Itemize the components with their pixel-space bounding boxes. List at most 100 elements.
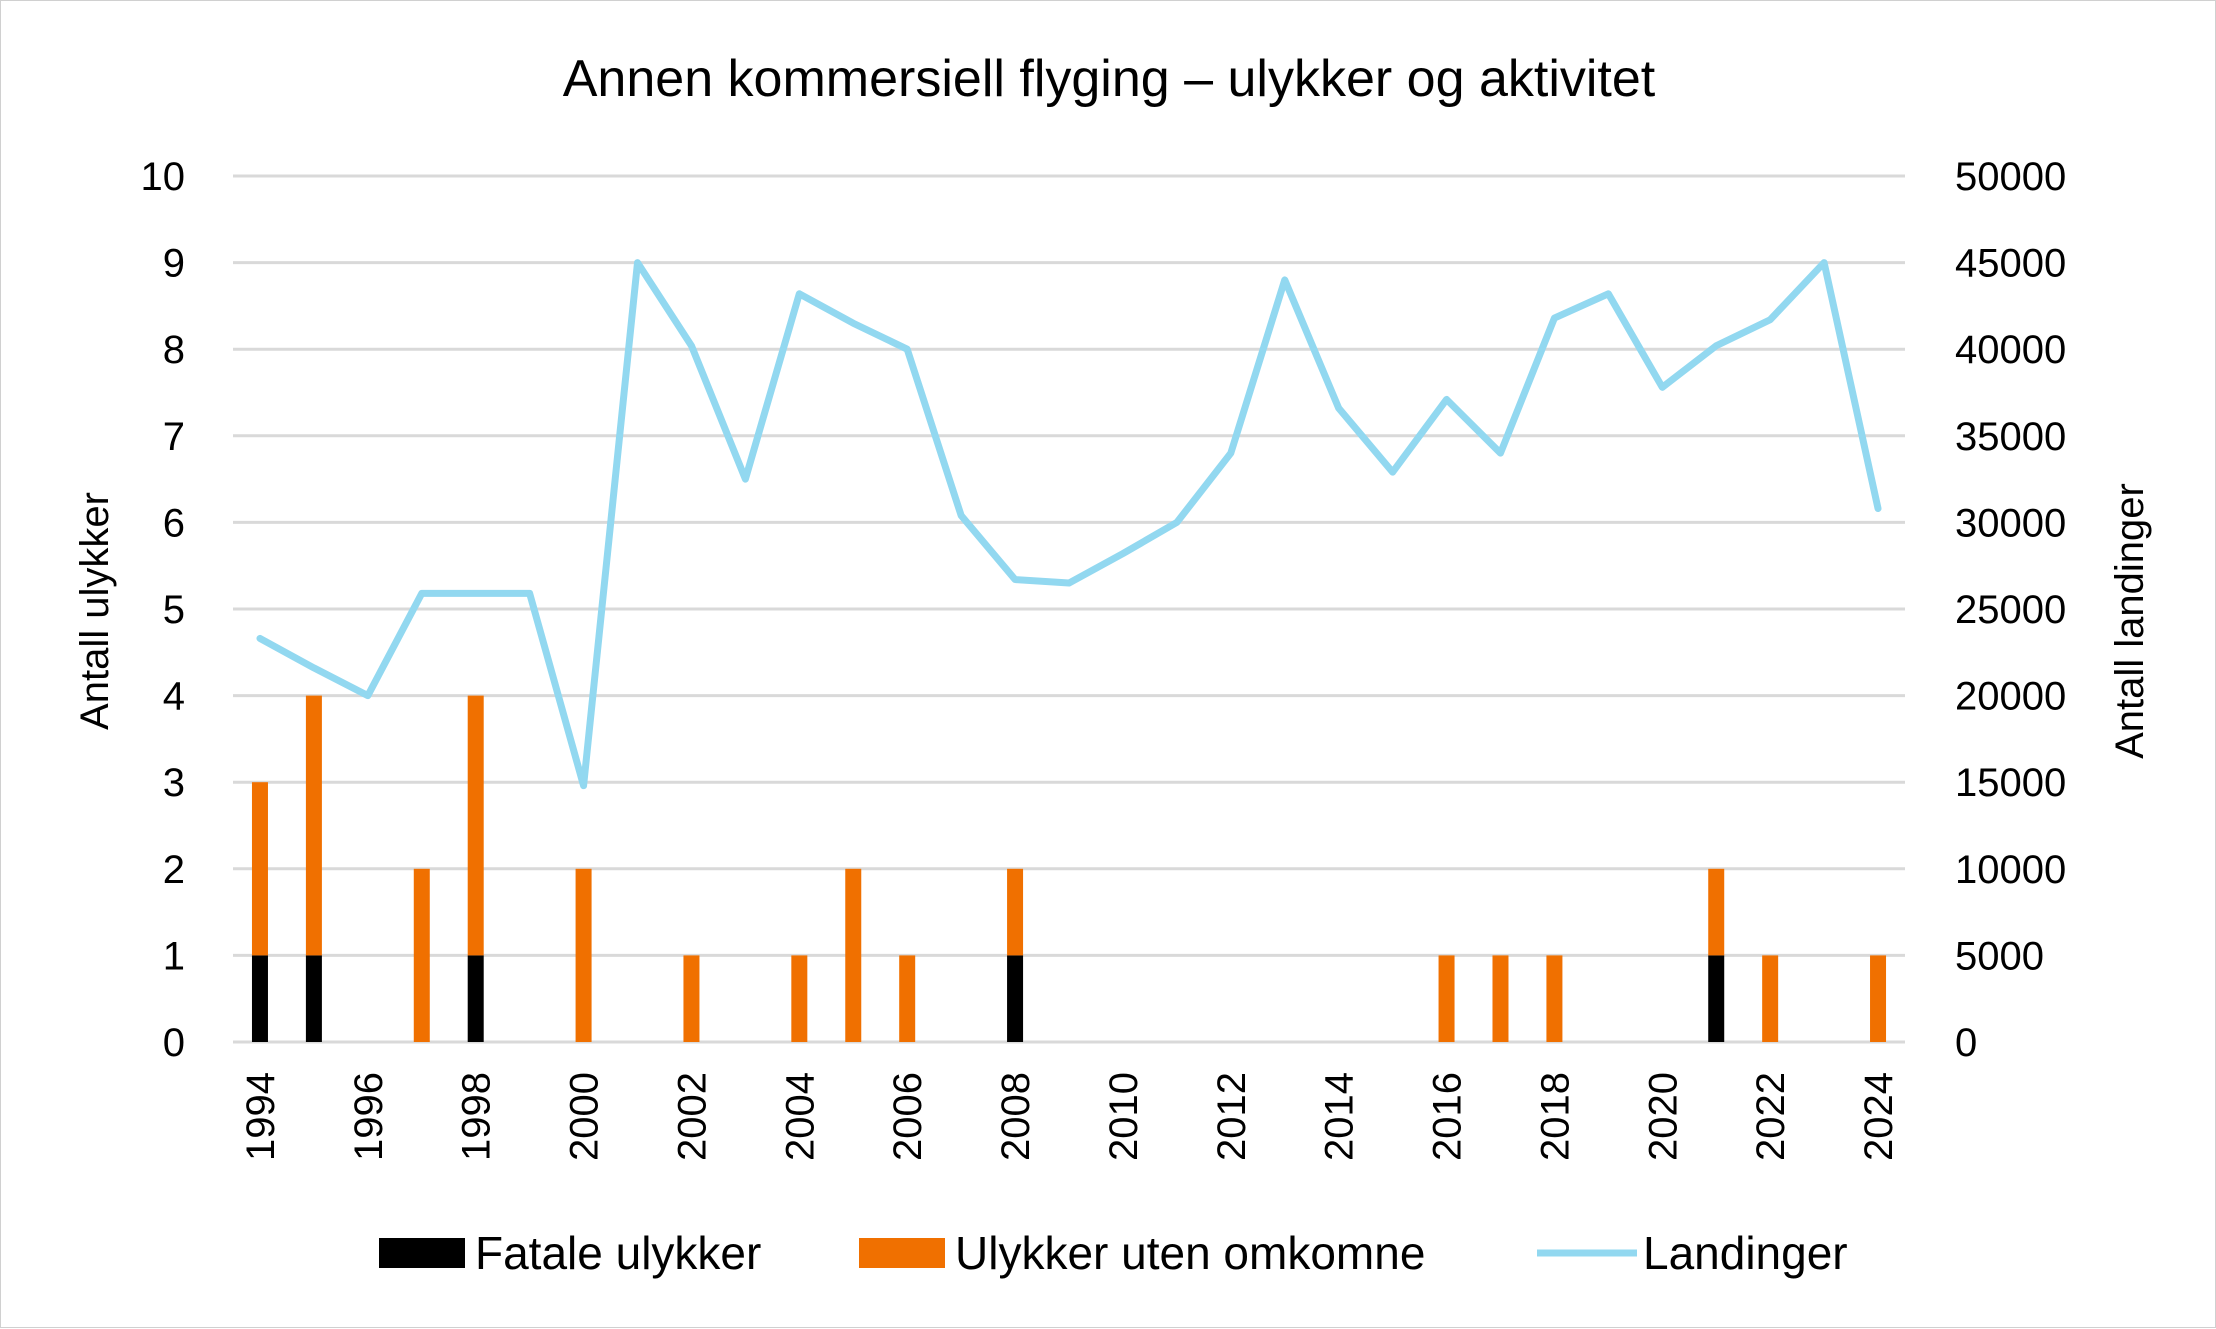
point-landinger-2009 [1068,582,1070,585]
x-tick-label: 2004 [778,1072,822,1161]
x-tick-label: 2018 [1533,1072,1577,1161]
x-tick-label: 1994 [239,1072,283,1161]
x-tick-label: 1996 [347,1072,391,1161]
point-landinger-2017 [1499,452,1502,455]
point-landinger-2012 [1229,452,1232,455]
point-landinger-2022 [1769,318,1772,321]
x-tick-label: 2006 [886,1072,930,1161]
point-landinger-1997 [420,592,423,595]
point-landinger-2004 [798,292,801,295]
left-tick-label: 8 [163,328,185,372]
point-landinger-1998 [474,592,477,595]
point-landinger-2000 [582,784,585,787]
bar-nonfatal-2002 [683,955,700,1042]
left-tick-label: 9 [163,242,185,286]
legend-label-landinger: Landinger [1643,1227,1848,1279]
point-landinger-2008 [1014,578,1017,581]
right-tick-label: 40000 [1955,328,2066,372]
bar-nonfatal-2022 [1762,955,1779,1042]
bar-nonfatal-2006 [899,955,916,1042]
legend: Fatale ulykker Ulykker uten omkomne Landin… [379,1227,1848,1279]
point-landinger-2005 [852,322,855,325]
point-landinger-2020 [1661,386,1664,389]
right-tick-label: 50000 [1955,155,2066,199]
left-axis-ticks: 0 1 2 3 4 5 6 7 8 9 10 [141,155,186,1065]
right-tick-label: 10000 [1955,848,2066,892]
legend-swatch-nonfatal [859,1238,945,1268]
x-tick-label: 2016 [1426,1072,1470,1161]
x-tick-label: 2012 [1210,1072,1254,1161]
legend-swatch-fatal [379,1238,465,1268]
point-landinger-2002 [690,344,693,347]
right-tick-label: 15000 [1955,761,2066,805]
bar-fatal-2008 [1007,955,1024,1042]
point-landinger-2019 [1607,292,1610,295]
left-tick-label: 7 [163,415,185,459]
point-landinger-2007 [960,514,963,517]
bar-nonfatal-2017 [1492,955,1509,1042]
x-tick-label: 2022 [1749,1072,1793,1161]
point-landinger-2013 [1283,278,1286,281]
legend-label-fatal: Fatale ulykker [475,1227,761,1279]
x-tick-label: 2000 [563,1072,607,1161]
bar-fatal-1998 [467,955,484,1042]
chart-title: Annen kommersiell flyging – ulykker og a… [563,50,1656,108]
point-landinger-1995 [312,666,315,669]
x-axis-ticks: 1994 1996 1998 2000 2002 2004 2006 2008 2010 2012… [239,1072,1901,1161]
right-axis-ticks: 0 5000 10000 15000 20000 25000 30000 35000 40000… [1955,155,2066,1065]
line-landinger [256,259,1882,790]
point-landinger-2003 [744,478,747,481]
x-tick-label: 2002 [670,1072,714,1161]
x-tick-label: 2008 [994,1072,1038,1161]
right-tick-label: 30000 [1955,501,2066,545]
bar-nonfatal-2004 [791,955,808,1042]
right-tick-label: 5000 [1955,934,2044,978]
bar-nonfatal-1997 [413,868,430,1042]
x-tick-label: 1998 [455,1072,499,1161]
bar-series [251,695,1887,1042]
right-tick-label: 45000 [1955,242,2066,286]
x-tick-label: 2020 [1641,1072,1685,1161]
left-tick-label: 1 [163,934,185,978]
right-axis-title: Antall landinger [2108,483,2152,759]
right-tick-label: 25000 [1955,588,2066,632]
line-series [256,259,1882,790]
bar-nonfatal-2005 [845,868,862,1042]
point-landinger-1999 [528,592,531,595]
point-landinger-2018 [1553,317,1556,320]
bar-nonfatal-2024 [1870,955,1887,1042]
left-tick-label: 0 [163,1021,185,1065]
gridlines [233,174,1905,1044]
left-tick-label: 10 [141,155,186,199]
point-landinger-2016 [1445,398,1448,401]
point-landinger-1996 [366,694,369,697]
x-tick-label: 2014 [1318,1072,1362,1161]
point-landinger-2001 [636,261,639,264]
point-landinger-1994 [258,637,261,640]
bar-fatal-1995 [305,955,322,1042]
bar-nonfatal-2000 [575,868,592,1042]
bar-nonfatal-2008 [1007,868,1024,956]
bar-nonfatal-1994 [251,782,268,956]
left-tick-label: 5 [163,588,185,632]
right-tick-label: 35000 [1955,415,2066,459]
point-landinger-2010 [1121,552,1124,555]
bar-nonfatal-1995 [305,695,322,956]
bar-nonfatal-2018 [1546,955,1563,1042]
point-landinger-2014 [1337,407,1340,410]
x-tick-label: 2024 [1857,1072,1901,1161]
bar-nonfatal-1998 [467,695,484,956]
point-landinger-2015 [1391,471,1394,474]
point-landinger-2006 [906,348,909,351]
left-axis-title: Antall ulykker [73,492,117,730]
point-landinger-2024 [1877,507,1880,510]
right-tick-label: 20000 [1955,675,2066,719]
bar-fatal-2021 [1708,955,1725,1042]
legend-label-nonfatal: Ulykker uten omkomne [955,1227,1425,1279]
x-tick-label: 2010 [1102,1072,1146,1161]
left-tick-label: 6 [163,501,185,545]
right-tick-label: 0 [1955,1021,1977,1065]
bar-fatal-1994 [251,955,268,1042]
